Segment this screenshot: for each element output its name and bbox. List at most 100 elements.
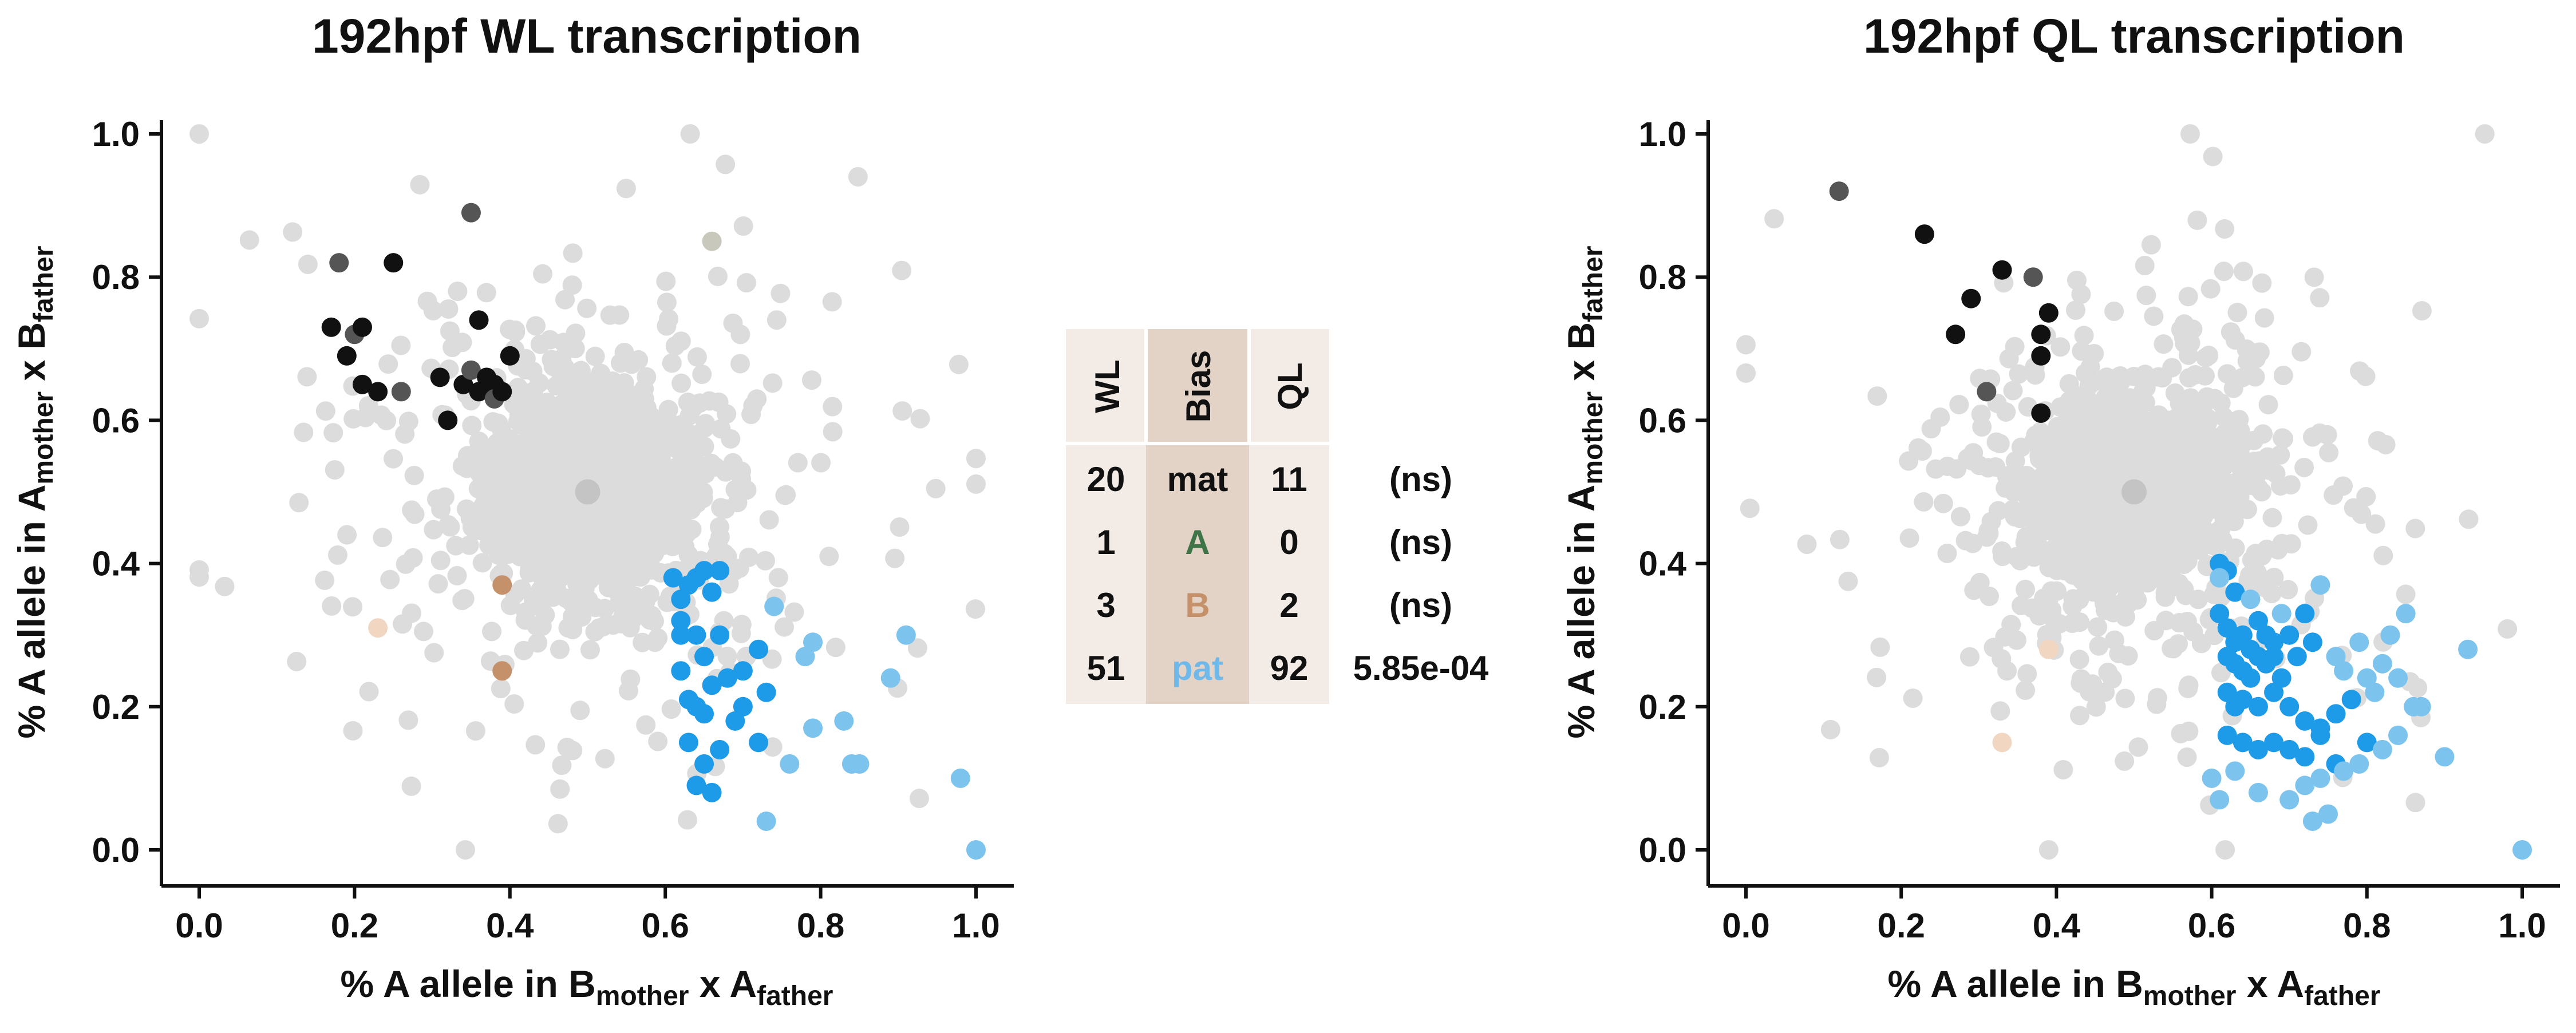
background-point: [594, 430, 614, 450]
y-tick-label: 0.6: [92, 401, 140, 440]
background-point: [2060, 416, 2080, 436]
point-pat_light: [2357, 668, 2377, 688]
background-point: [2135, 255, 2155, 275]
point-pat: [733, 696, 753, 717]
background-point: [372, 405, 392, 425]
background-point: [693, 488, 713, 508]
background-point: [530, 596, 550, 616]
background-point: [398, 411, 418, 432]
background-point: [645, 632, 665, 652]
background-point: [2199, 346, 2219, 366]
background-point: [289, 493, 309, 513]
point-pat: [2341, 690, 2361, 710]
point-pat: [671, 611, 691, 631]
background-points: [1736, 124, 2518, 860]
background-point: [611, 614, 631, 634]
background-point: [410, 175, 430, 195]
background-point: [2291, 342, 2312, 362]
point-pat: [2248, 696, 2268, 717]
background-point: [1962, 450, 1982, 470]
background-point: [2475, 124, 2495, 144]
background-point: [2204, 584, 2224, 604]
background-point: [768, 568, 788, 588]
table-cell-wl: 1: [1096, 523, 1115, 561]
background-point: [2298, 515, 2318, 535]
background-point: [571, 525, 591, 545]
background-point: [2016, 580, 2036, 600]
background-point: [1990, 701, 2010, 721]
point-pat: [2271, 668, 2291, 688]
point-mat: [391, 382, 411, 402]
background-point: [662, 353, 682, 373]
background-point: [2003, 381, 2023, 401]
background-point: [215, 576, 235, 596]
table-rows: 20 mat 11 (ns) 1 A 0 (ns) 3 B 2 (ns) 51 pat 92 5.85e-04: [1087, 460, 1489, 687]
y-tick-label: 0.0: [1639, 831, 1686, 869]
background-point: [552, 755, 572, 775]
background-point: [767, 310, 787, 330]
point-pat_light: [2310, 768, 2330, 788]
point-mat: [337, 346, 357, 366]
table-cell-bias: B: [1185, 586, 1210, 624]
background-point: [294, 422, 314, 442]
background-point: [2038, 840, 2059, 860]
point-pat: [2302, 632, 2322, 652]
background-point: [2128, 737, 2148, 757]
background-point: [2006, 547, 2026, 567]
point-pat: [2233, 733, 2253, 753]
background-point: [615, 580, 635, 600]
background-point: [2225, 330, 2245, 350]
background-point: [2268, 540, 2288, 560]
background-point: [465, 721, 485, 741]
background-point: [2137, 417, 2157, 437]
background-point: [2198, 469, 2218, 489]
background-point: [716, 155, 736, 175]
background-point: [2042, 464, 2062, 484]
background-point: [516, 360, 536, 380]
background-point: [446, 536, 466, 556]
background-point: [696, 464, 716, 484]
background-point: [548, 814, 568, 834]
background-point: [966, 449, 986, 469]
background-point: [469, 437, 489, 457]
background-point: [848, 167, 868, 187]
background-point: [1933, 493, 1953, 513]
background-point: [2118, 646, 2138, 666]
point-pat: [702, 675, 722, 695]
background-point: [2136, 286, 2156, 306]
background-point: [470, 464, 490, 484]
point-pat_light: [2310, 575, 2330, 595]
background-point: [680, 124, 700, 144]
background-point: [2144, 306, 2164, 326]
background-point: [315, 570, 335, 590]
background-point: [2011, 437, 2031, 457]
point-pat: [663, 568, 683, 588]
background-point: [2310, 288, 2330, 308]
background-point: [2405, 793, 2425, 813]
background-point: [504, 694, 524, 714]
background-point: [384, 449, 404, 469]
point-pat_light: [2365, 682, 2385, 702]
background-point: [1903, 688, 1923, 708]
table-header-ql: QL: [1271, 362, 1309, 410]
table-column-bias-bg: [1146, 329, 1249, 704]
background-point: [2234, 433, 2254, 453]
background-point: [909, 789, 929, 809]
background-point: [2104, 574, 2124, 594]
background-point: [690, 393, 710, 413]
background-point: [2098, 662, 2118, 682]
x-tick-label: 0.4: [2033, 907, 2081, 945]
background-point: [1912, 441, 1932, 461]
background-points: [189, 124, 986, 860]
background-point: [2011, 596, 2031, 616]
background-point: [711, 419, 731, 439]
background-point: [2373, 545, 2393, 565]
background-point: [616, 179, 636, 199]
background-point: [819, 547, 839, 567]
background-point: [2060, 486, 2080, 506]
background-point: [641, 537, 661, 557]
background-point: [2067, 270, 2087, 290]
point-pat: [2225, 582, 2245, 602]
background-point: [2178, 551, 2198, 571]
background-point: [2162, 358, 2182, 378]
